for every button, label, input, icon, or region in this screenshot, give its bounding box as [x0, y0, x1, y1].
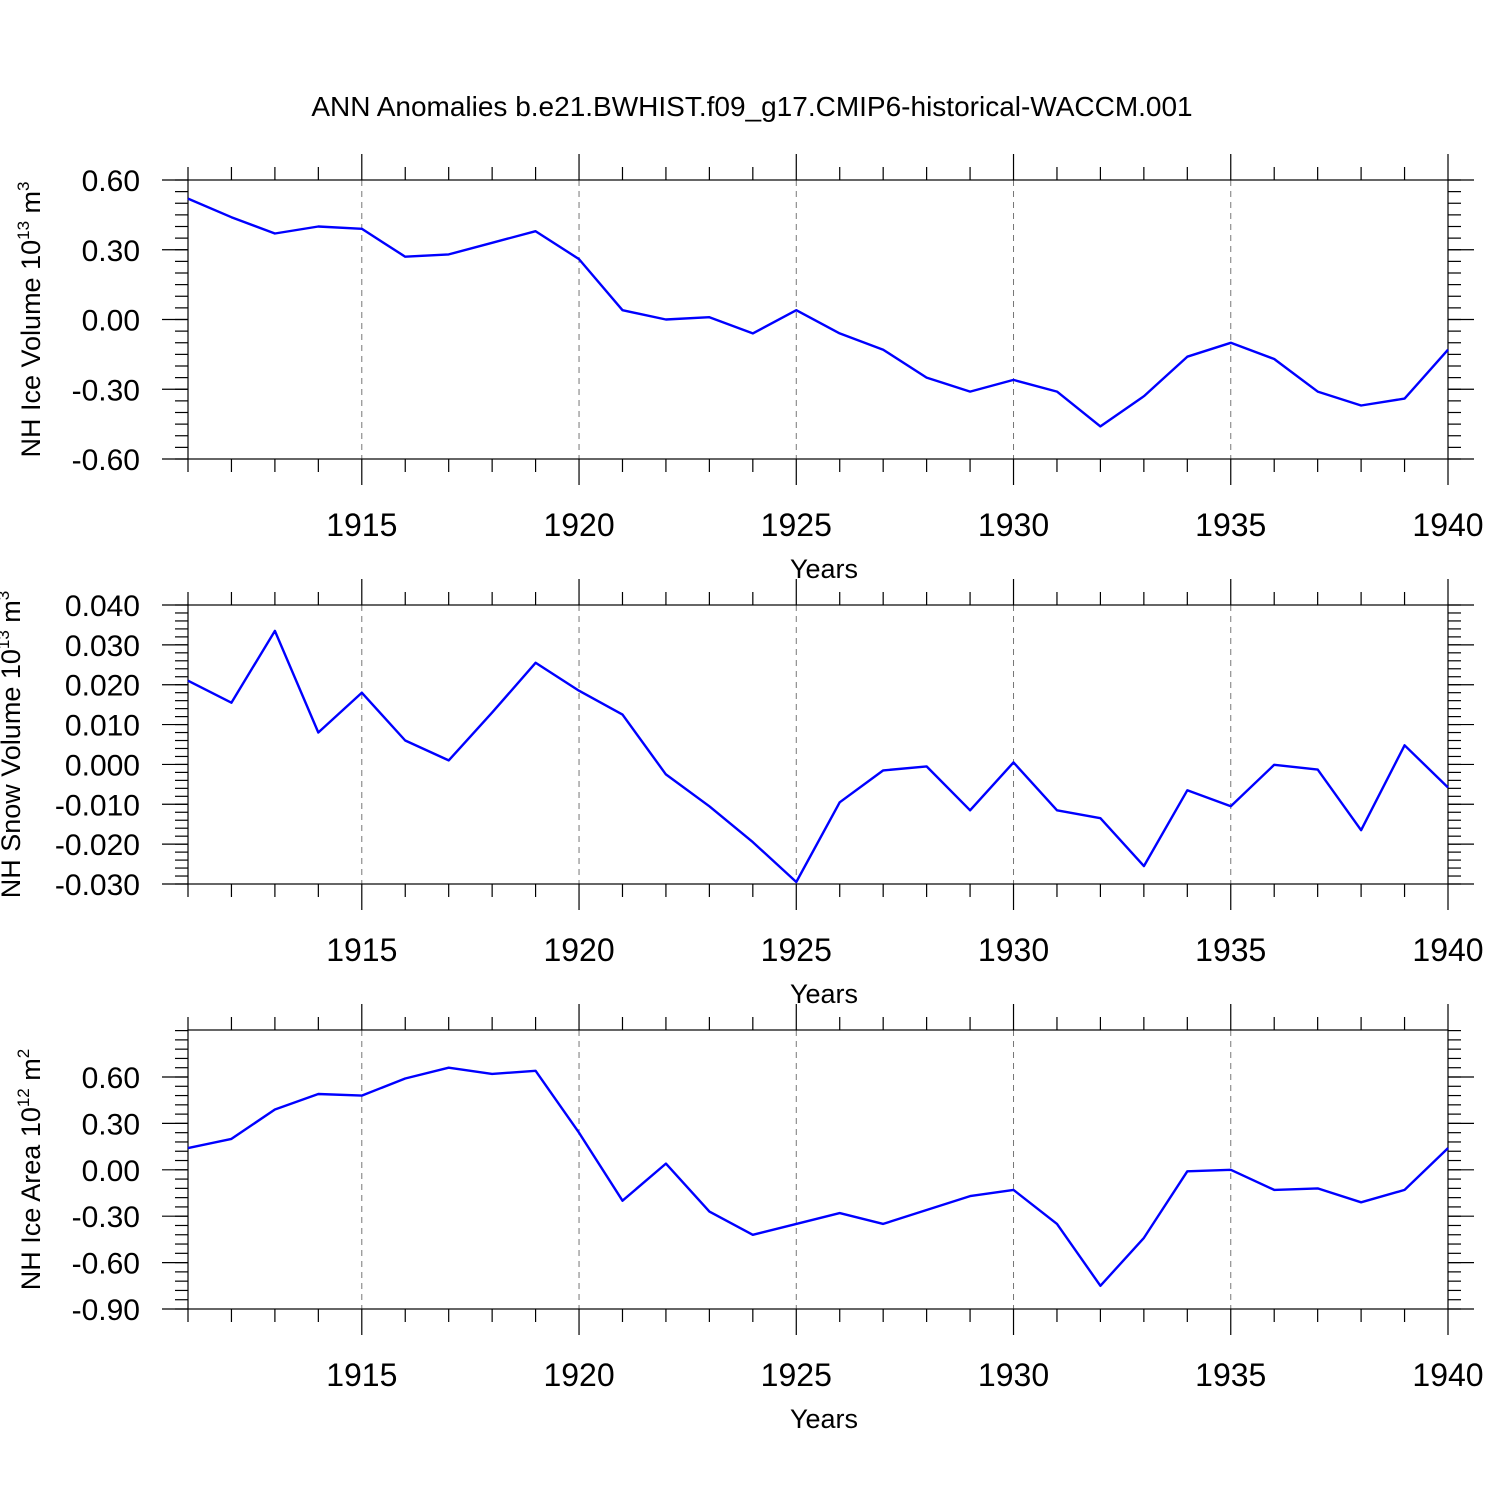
x-tick-label: 1915: [326, 507, 397, 543]
y-tick-label: 0.030: [65, 630, 140, 663]
y-tick-label: 0.00: [82, 1155, 140, 1188]
y-tick-label: 0.60: [82, 1062, 140, 1095]
y-tick-label: -0.60: [72, 1248, 140, 1281]
series-line: [187, 629, 1449, 884]
y-tick-label: -0.30: [72, 374, 140, 407]
y-tick-label: -0.30: [72, 1201, 140, 1234]
y-tick-label: -0.90: [72, 1294, 140, 1327]
x-tick-label: 1925: [761, 1357, 832, 1393]
y-tick-label: 0.020: [65, 670, 140, 703]
y-axis-label: NH Snow Volume 1013 m3: [0, 591, 26, 899]
x-tick-label: 1935: [1195, 932, 1266, 968]
x-axis-label: Years: [790, 1404, 858, 1434]
y-tick-label: 0.60: [82, 165, 140, 198]
x-tick-label: 1925: [761, 507, 832, 543]
plot-frame: [187, 1029, 1449, 1310]
series-line: [187, 197, 1449, 428]
y-tick-label: -0.020: [55, 829, 140, 862]
x-tick-label: 1920: [543, 1357, 614, 1393]
y-tick-label: -0.60: [72, 444, 140, 477]
x-tick-label: 1930: [978, 507, 1049, 543]
x-tick-label: 1920: [543, 507, 614, 543]
y-tick-label: -0.030: [55, 869, 140, 902]
panel-3: 1915 1920 1925 1930 1935 1940 Years 0.60 0.30 0.0…: [14, 1004, 1484, 1434]
x-tick-label: 1940: [1412, 507, 1483, 543]
x-tick-label: 1925: [761, 932, 832, 968]
y-axis-label: NH Ice Volume 1013 m3: [14, 182, 46, 458]
x-tick-label: 1930: [978, 932, 1049, 968]
x-tick-label: 1935: [1195, 1357, 1266, 1393]
panel-2: 1915 1920 1925 1930 1935 1940 Years 0.040 0.030 0…: [0, 579, 1484, 1009]
y-tick-label: -0.010: [55, 789, 140, 822]
panel-1: 1915 1920 1925 1930 1935 1940 Years 0.60 0.30 0.0…: [14, 154, 1484, 584]
x-axis-label: Years: [790, 554, 858, 584]
y-axis-label: NH Ice Area 1012 m2: [14, 1049, 46, 1290]
x-tick-label: 1915: [326, 1357, 397, 1393]
x-tick-label: 1920: [543, 932, 614, 968]
x-tick-label: 1940: [1412, 932, 1483, 968]
x-axis-label: Years: [790, 979, 858, 1009]
x-tick-label: 1935: [1195, 507, 1266, 543]
y-tick-label: 0.00: [82, 305, 140, 338]
y-tick-label: 0.010: [65, 710, 140, 743]
series-line: [187, 1066, 1449, 1288]
x-tick-label: 1940: [1412, 1357, 1483, 1393]
x-tick-label: 1930: [978, 1357, 1049, 1393]
y-tick-label: 0.000: [65, 749, 140, 782]
plot-frame: [187, 179, 1449, 460]
y-tick-label: 0.30: [82, 235, 140, 268]
panels: 1915 1920 1925 1930 1935 1940 Years 0.60 0.30 0.0…: [0, 154, 1484, 1434]
y-tick-label: 0.30: [82, 1108, 140, 1141]
plot-frame: [187, 604, 1449, 885]
x-tick-label: 1915: [326, 932, 397, 968]
chart-title: ANN Anomalies b.e21.BWHIST.f09_g17.CMIP6…: [311, 91, 1192, 122]
y-tick-label: 0.040: [65, 590, 140, 623]
